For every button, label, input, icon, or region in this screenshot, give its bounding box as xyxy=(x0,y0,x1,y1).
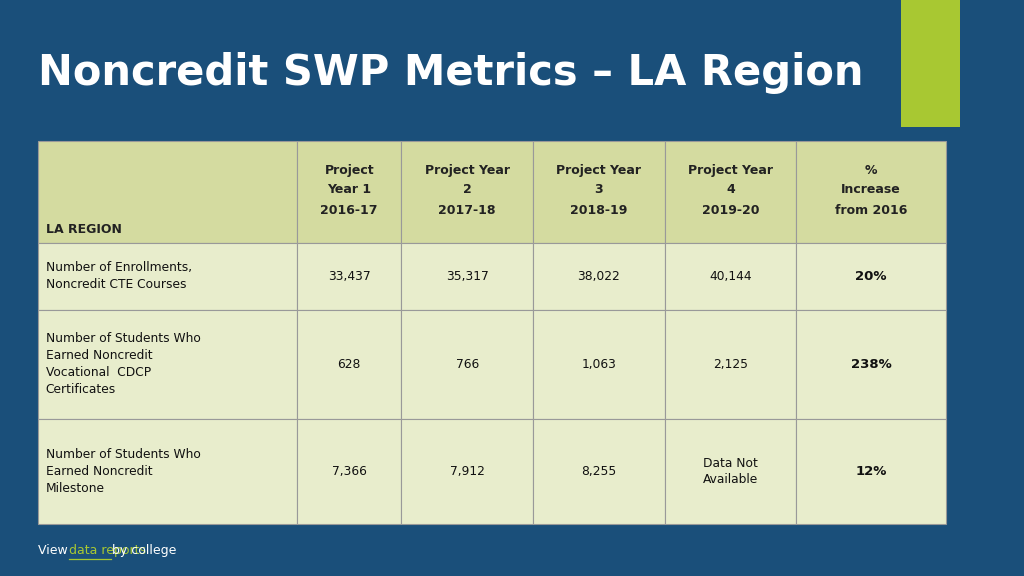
Text: 8,255: 8,255 xyxy=(582,465,616,478)
FancyBboxPatch shape xyxy=(401,242,534,310)
Text: data reports: data reports xyxy=(70,544,151,556)
Text: 4: 4 xyxy=(726,184,735,196)
Text: Number of Enrollments,
Noncredit CTE Courses: Number of Enrollments, Noncredit CTE Cou… xyxy=(46,261,191,291)
Text: from 2016: from 2016 xyxy=(835,204,907,217)
FancyBboxPatch shape xyxy=(534,242,665,310)
Text: 2019-20: 2019-20 xyxy=(701,204,759,217)
FancyBboxPatch shape xyxy=(665,141,797,242)
Text: 628: 628 xyxy=(338,358,360,371)
Text: by college: by college xyxy=(113,544,177,556)
FancyBboxPatch shape xyxy=(534,419,665,524)
Text: 7,366: 7,366 xyxy=(332,465,367,478)
Text: View: View xyxy=(39,544,72,556)
FancyBboxPatch shape xyxy=(39,310,297,419)
Text: 20%: 20% xyxy=(855,270,887,283)
Text: LA REGION: LA REGION xyxy=(46,223,122,236)
Text: 1,063: 1,063 xyxy=(582,358,616,371)
FancyBboxPatch shape xyxy=(797,242,946,310)
FancyBboxPatch shape xyxy=(534,310,665,419)
FancyBboxPatch shape xyxy=(665,310,797,419)
FancyBboxPatch shape xyxy=(297,310,401,419)
Text: 33,437: 33,437 xyxy=(328,270,371,283)
Text: 38,022: 38,022 xyxy=(578,270,621,283)
Text: 2016-17: 2016-17 xyxy=(321,204,378,217)
Text: Project Year: Project Year xyxy=(425,164,510,177)
FancyBboxPatch shape xyxy=(401,419,534,524)
FancyBboxPatch shape xyxy=(901,0,961,127)
Text: 12%: 12% xyxy=(855,465,887,478)
FancyBboxPatch shape xyxy=(39,419,297,524)
Text: 3: 3 xyxy=(595,184,603,196)
FancyBboxPatch shape xyxy=(665,419,797,524)
Text: Data Not
Available: Data Not Available xyxy=(702,457,758,486)
Text: Project Year: Project Year xyxy=(556,164,641,177)
Text: 40,144: 40,144 xyxy=(709,270,752,283)
FancyBboxPatch shape xyxy=(39,141,297,242)
Text: Increase: Increase xyxy=(841,184,901,196)
FancyBboxPatch shape xyxy=(297,419,401,524)
FancyBboxPatch shape xyxy=(297,141,401,242)
Text: 7,912: 7,912 xyxy=(450,465,484,478)
Text: 2018-19: 2018-19 xyxy=(570,204,628,217)
Text: %: % xyxy=(865,164,878,177)
Text: Year 1: Year 1 xyxy=(328,184,372,196)
Text: 766: 766 xyxy=(456,358,479,371)
Text: Project Year: Project Year xyxy=(688,164,773,177)
FancyBboxPatch shape xyxy=(297,242,401,310)
Text: 2,125: 2,125 xyxy=(713,358,748,371)
Text: 2: 2 xyxy=(463,184,472,196)
Text: 2017-18: 2017-18 xyxy=(438,204,496,217)
Text: Number of Students Who
Earned Noncredit
Vocational  CDCP
Certificates: Number of Students Who Earned Noncredit … xyxy=(46,332,201,396)
FancyBboxPatch shape xyxy=(797,141,946,242)
FancyBboxPatch shape xyxy=(797,310,946,419)
Text: 238%: 238% xyxy=(851,358,892,371)
FancyBboxPatch shape xyxy=(401,141,534,242)
Text: Noncredit SWP Metrics – LA Region: Noncredit SWP Metrics – LA Region xyxy=(39,52,864,94)
Text: Number of Students Who
Earned Noncredit
Milestone: Number of Students Who Earned Noncredit … xyxy=(46,448,201,495)
FancyBboxPatch shape xyxy=(534,141,665,242)
FancyBboxPatch shape xyxy=(797,419,946,524)
Text: Project: Project xyxy=(325,164,374,177)
FancyBboxPatch shape xyxy=(665,242,797,310)
Text: 35,317: 35,317 xyxy=(445,270,488,283)
FancyBboxPatch shape xyxy=(39,242,297,310)
FancyBboxPatch shape xyxy=(401,310,534,419)
